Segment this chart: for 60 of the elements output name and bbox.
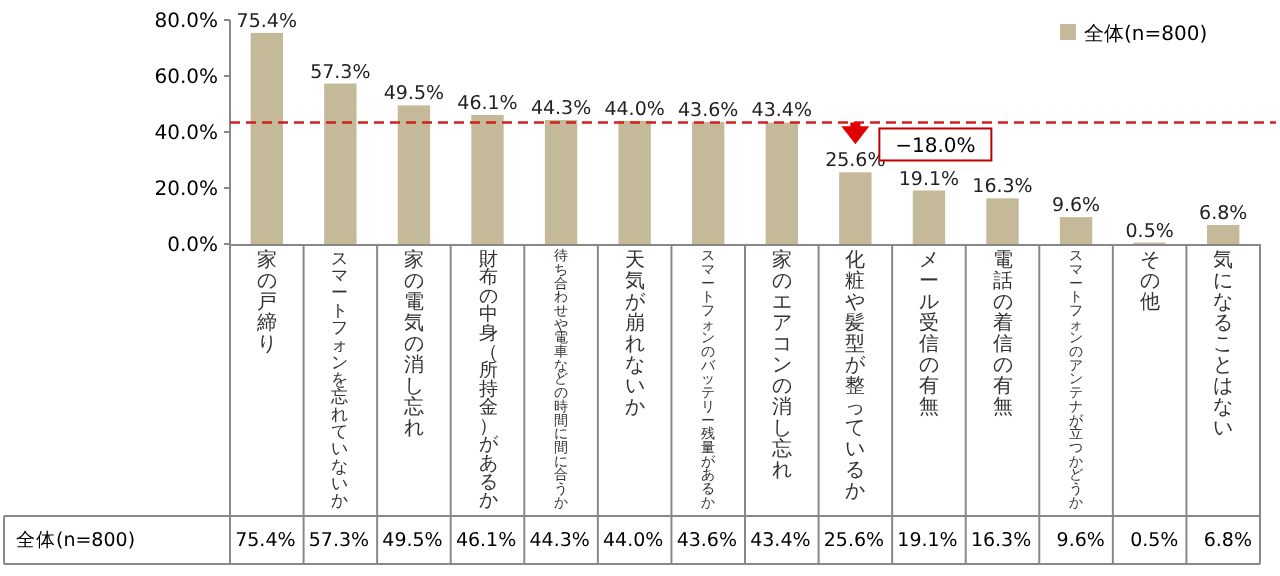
category-label: スマートフォンを忘れていないか [331,249,350,513]
bar [986,198,1019,244]
bar [544,119,578,244]
text: 16.3% [970,530,1032,552]
text: 6.8% [1199,202,1248,225]
y-tick-label: 80.0% [154,11,218,33]
text: 43.6% [676,530,737,552]
y-tick-label: 40.0% [154,123,218,145]
y-tick-label: 60.0% [154,67,218,89]
text: 57.3% [310,61,371,84]
bar [1059,217,1093,244]
y-tick-label: 0.0% [167,235,218,257]
text: 全体(n=800) [16,530,136,552]
text: 19.1% [897,530,958,552]
bar [1207,224,1240,244]
text: 44.3% [530,97,592,120]
category-label: 家のエアコンの消し忘れ [771,250,792,482]
text: 49.5% [383,83,445,106]
text: 43.4% [750,530,811,552]
category-label: 財布の中身（所持金）があるか [478,248,497,513]
text: 43.4% [751,100,812,123]
bar [618,120,651,244]
bar [765,122,798,244]
text: 44.3% [529,530,590,552]
bar [912,190,946,244]
text: 49.5% [382,530,443,552]
annotation: −18.0% [895,136,976,159]
category-label: 化粧や髪型が整っているか [845,250,866,503]
bar [250,32,283,244]
text: 6.8% [1203,530,1252,552]
bar [471,114,504,244]
text: 0.5% [1125,220,1174,243]
text: 75.4% [236,10,297,33]
x-tick-label: その他 [1139,250,1160,314]
text: 75.4% [235,530,296,552]
text: 44.0% [604,98,665,121]
x-tick-label: メール受信の有無 [918,250,939,419]
y-tick-label: 20.0% [154,179,218,201]
text: 9.6% [1056,530,1105,552]
x-tick-label: 電話の着信の有無 [992,250,1013,419]
text: 43.6% [678,99,739,122]
text: 44.0% [603,530,664,552]
x-tick-label: 天気が崩れないか [624,250,647,419]
text: 9.6% [1051,195,1101,218]
text: 25.6% [825,150,886,173]
category-label: 家の電気の消し忘れ [403,250,424,440]
bar [324,83,357,244]
text: 0.5% [1130,530,1179,552]
bar [397,105,431,244]
text: 16.3% [972,176,1033,199]
legend-label: 全体(n=800) [1084,22,1208,46]
text: 46.1% [455,530,517,552]
text: 46.1% [457,92,518,115]
text: 57.3% [308,530,370,552]
text: 19.1% [898,168,960,191]
bar [692,121,725,244]
bar [839,172,872,244]
x-tick-label: 家の戸締り [254,248,277,356]
category-label: 気になることはない [1213,250,1234,440]
text: 25.6% [823,530,885,552]
